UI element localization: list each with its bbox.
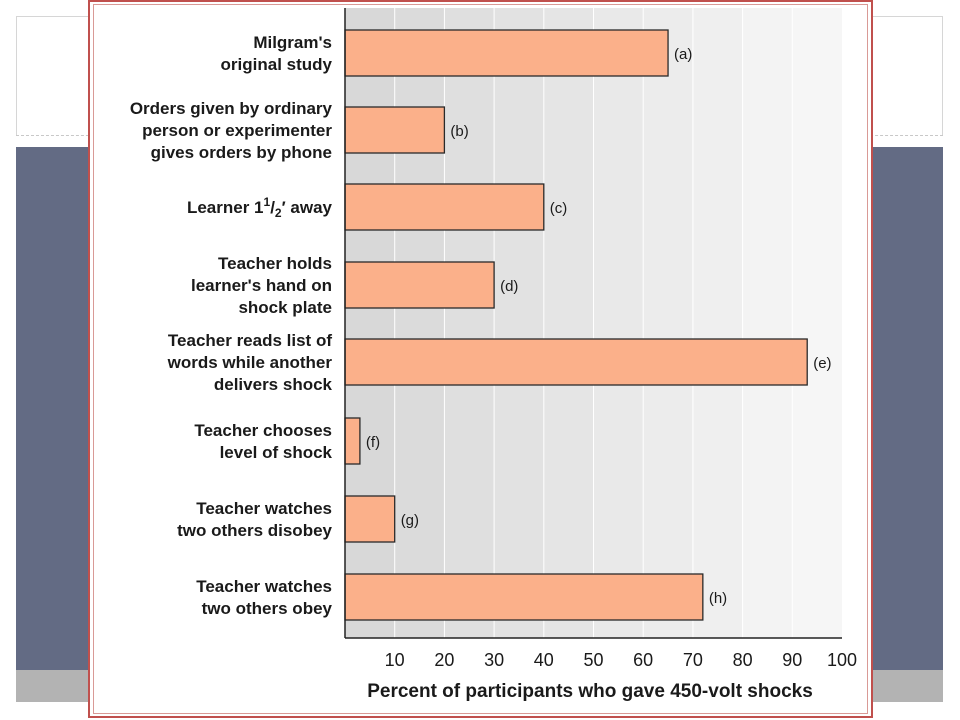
gridlines xyxy=(394,8,793,638)
bar-3 xyxy=(344,183,545,231)
category-label-1-line-1: Milgram's xyxy=(253,33,332,52)
bar-2 xyxy=(344,106,446,154)
category-label-6-line-1: Teacher chooses xyxy=(194,421,332,440)
slide-left-rule xyxy=(16,16,17,136)
category-label-5-line-1: Teacher reads list of xyxy=(168,331,332,350)
plot-band-10 xyxy=(792,8,842,638)
x-tick-label-30: 30 xyxy=(484,650,504,670)
category-label-7-line-1: Teacher watches xyxy=(196,499,332,518)
bar-4 xyxy=(344,261,495,309)
bar-7 xyxy=(344,495,396,543)
x-tick-label-70: 70 xyxy=(683,650,703,670)
plot-band-4 xyxy=(494,8,544,638)
bar-tag-2: (b) xyxy=(450,123,468,140)
x-tick-label-50: 50 xyxy=(583,650,603,670)
bar-tag-3: (c) xyxy=(550,200,568,217)
bars xyxy=(344,29,808,621)
category-label-8-line-1: Teacher watches xyxy=(196,577,332,596)
category-label-2-line-3: gives orders by phone xyxy=(151,143,332,162)
category-label-5-line-2: words while another xyxy=(167,353,333,372)
bar-5 xyxy=(344,338,808,386)
plot-band-3 xyxy=(444,8,495,638)
bar-8 xyxy=(344,573,704,621)
x-tick-label-20: 20 xyxy=(434,650,454,670)
slide-right-rule xyxy=(942,16,943,136)
category-labels: Milgram's original study Orders given by o… xyxy=(130,33,333,618)
bar-6 xyxy=(344,417,361,465)
category-label-5-line-3: delivers shock xyxy=(214,375,333,394)
category-label-2-line-2: person or experimenter xyxy=(142,121,332,140)
bar-tag-8: (h) xyxy=(709,590,727,607)
bar-tag-1: (a) xyxy=(674,46,692,63)
bar-tags: (a) (b) (c) (d) (e) (f) (g) (h) xyxy=(366,46,832,607)
plot-band-9 xyxy=(742,8,793,638)
bar-tag-4: (d) xyxy=(500,278,518,295)
plot-band-7 xyxy=(643,8,693,638)
bar-1 xyxy=(344,29,669,77)
bar-tag-5: (e) xyxy=(813,355,831,372)
category-label-7-line-2: two others disobey xyxy=(177,521,332,540)
plot-band-6 xyxy=(593,8,644,638)
figure-inner-frame xyxy=(93,4,868,714)
category-label-2-line-1: Orders given by ordinary xyxy=(130,99,333,118)
plot-band-8 xyxy=(692,8,743,638)
category-label-4-line-2: learner's hand on xyxy=(191,276,332,295)
category-label-3: Learner 11/2′ away xyxy=(187,195,333,220)
bar-tag-7: (g) xyxy=(401,512,419,529)
category-label-8-line-2: two others obey xyxy=(202,599,333,618)
x-axis-title: Percent of participants who gave 450-vol… xyxy=(367,681,813,702)
category-label-4-line-1: Teacher holds xyxy=(218,254,332,273)
x-tick-labels: 10 20 30 40 50 60 70 80 90 100 xyxy=(385,650,857,670)
category-label-6-line-2: level of shock xyxy=(220,443,333,462)
x-tick-label-80: 80 xyxy=(733,650,753,670)
plot-band-2 xyxy=(394,8,445,638)
plot-band-1 xyxy=(345,8,395,638)
category-label-4-line-3: shock plate xyxy=(238,298,332,317)
x-tick-label-90: 90 xyxy=(782,650,802,670)
x-tick-label-10: 10 xyxy=(385,650,405,670)
plot-band-5 xyxy=(543,8,594,638)
x-tick-label-40: 40 xyxy=(534,650,554,670)
bar-tag-6: (f) xyxy=(366,434,380,451)
x-tick-label-60: 60 xyxy=(633,650,653,670)
x-tick-label-100: 100 xyxy=(827,650,857,670)
category-label-1-line-2: original study xyxy=(221,55,333,74)
x-axis xyxy=(344,8,842,639)
